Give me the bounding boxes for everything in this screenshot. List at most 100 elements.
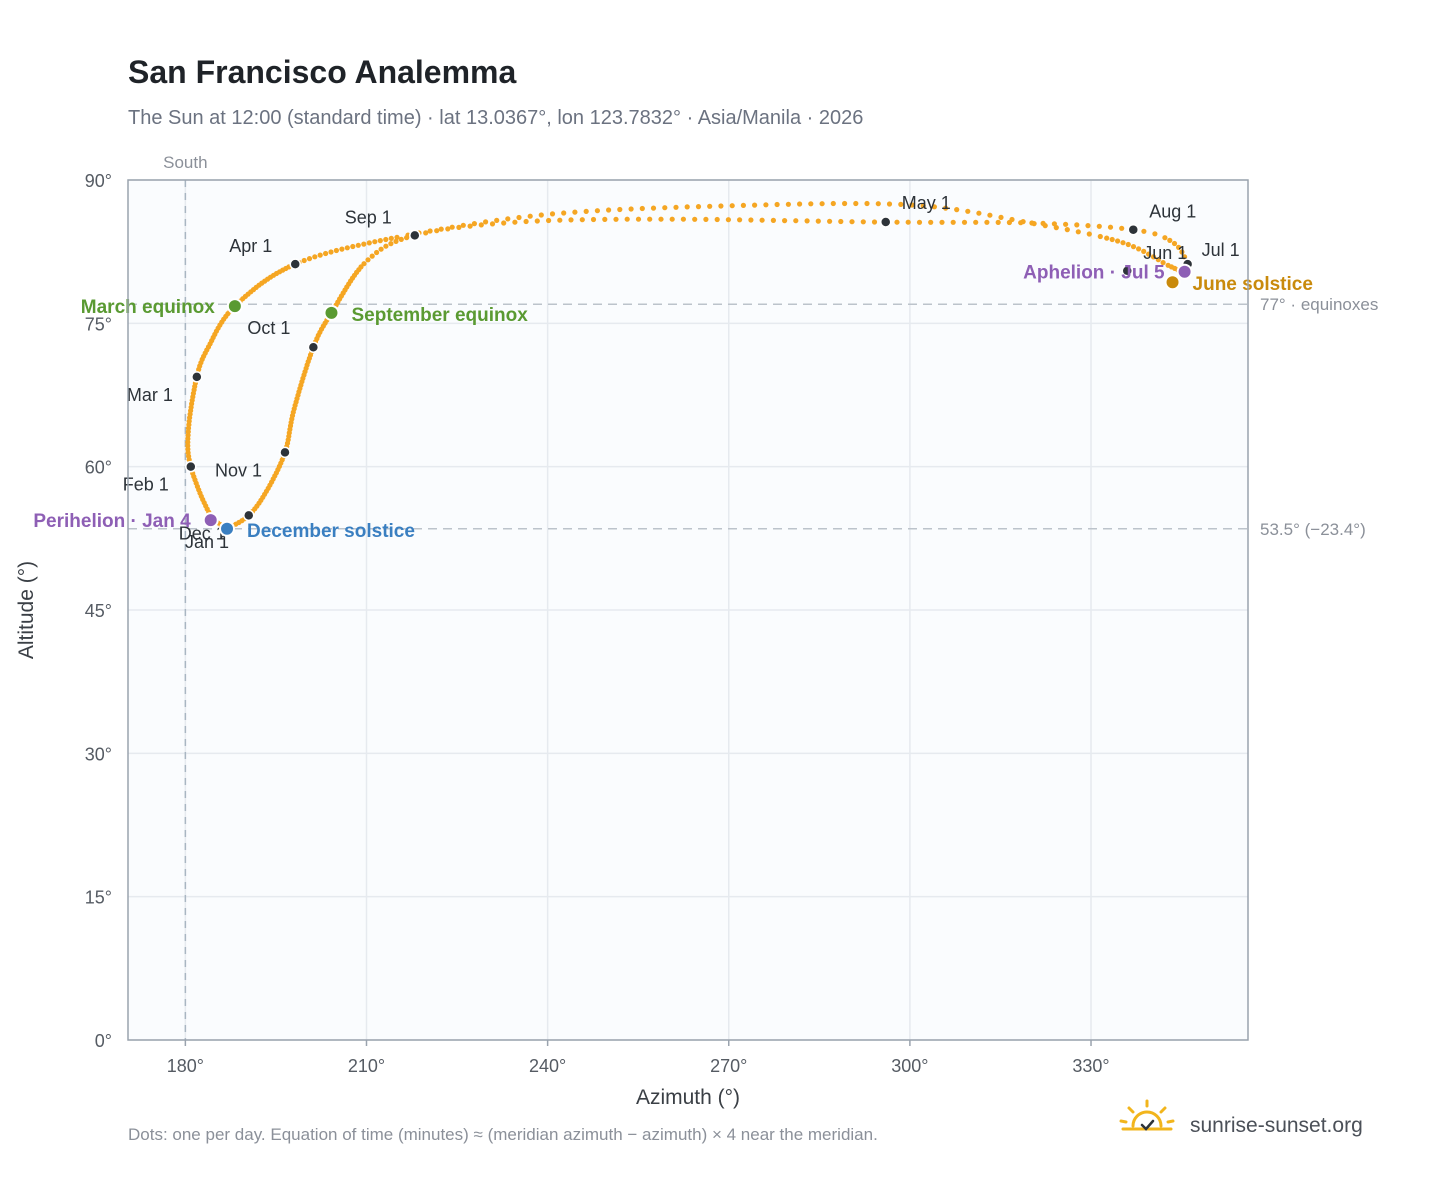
grid-lines	[128, 179, 1248, 1041]
daily-dot	[383, 243, 389, 249]
daily-dot	[1160, 260, 1166, 266]
daily-dot	[471, 221, 477, 227]
daily-dot	[695, 204, 702, 210]
daily-dot	[662, 205, 668, 211]
month-markers: Jan 1 Feb 1 Mar 1 Apr 1 May 1 Jun 1 Jul 1 Aug 1…	[123, 193, 1240, 552]
y-tick-label: 60°	[85, 458, 112, 478]
event-label: March equinox	[81, 297, 216, 318]
daily-dot	[1040, 220, 1046, 226]
daily-dot	[398, 236, 404, 242]
x-tick-label: 330°	[1072, 1056, 1109, 1076]
y-tick-label: 0°	[95, 1031, 112, 1051]
daily-dot	[557, 217, 563, 223]
daily-dot	[516, 214, 522, 221]
month-label: Feb 1	[123, 475, 169, 495]
event-marker	[226, 298, 243, 315]
month-marker	[279, 446, 291, 459]
month-marker	[1127, 223, 1140, 236]
daily-dot	[602, 216, 608, 222]
daily-dot	[393, 238, 399, 244]
daily-dot	[1051, 221, 1057, 227]
daily-dot	[1006, 219, 1013, 226]
daily-dot	[725, 217, 732, 223]
daily-dot	[606, 207, 612, 213]
daily-dot	[1109, 236, 1115, 243]
y-tick-label: 90°	[85, 171, 112, 191]
daily-dot	[1146, 251, 1152, 257]
daily-dot	[849, 219, 855, 225]
daily-dot	[1064, 227, 1070, 233]
daily-dot	[523, 218, 529, 225]
daily-dot	[965, 208, 971, 214]
daily-dot	[939, 219, 945, 225]
daily-dot	[561, 210, 567, 216]
daily-dot	[1179, 249, 1185, 255]
daily-dot	[483, 219, 489, 225]
month-label: Dec 1	[179, 523, 226, 543]
daily-dot	[617, 206, 623, 213]
daily-dot	[1125, 241, 1131, 248]
daily-dot	[909, 202, 915, 208]
daily-dot	[1074, 222, 1080, 228]
daily-dot	[782, 218, 788, 224]
daily-dot	[579, 217, 585, 223]
daily-dot	[350, 243, 356, 250]
daily-dot	[928, 219, 934, 225]
daily-dot	[639, 205, 645, 212]
daily-dot	[1141, 228, 1147, 234]
daily-dot	[312, 254, 318, 260]
daily-dot	[355, 242, 361, 248]
daily-dot	[797, 201, 803, 207]
daily-dot	[512, 219, 518, 225]
daily-dot	[759, 217, 765, 223]
daily-dot	[501, 220, 507, 226]
event-marker	[323, 304, 340, 321]
x-axis-title: Azimuth (°)	[636, 1086, 740, 1109]
month-marker	[879, 216, 892, 228]
daily-dot	[427, 228, 433, 234]
daily-dot	[1152, 231, 1158, 237]
footnote: Dots: one per day. Equation of time (min…	[128, 1125, 878, 1144]
month-label: May 1	[902, 193, 951, 213]
daily-dot	[456, 224, 462, 230]
daily-dot	[478, 222, 484, 228]
y-tick-label: 15°	[85, 888, 112, 908]
daily-dot	[365, 257, 371, 263]
daily-dot	[819, 201, 825, 207]
reference-label: 77° · equinoxes	[1260, 295, 1378, 314]
daily-dot	[590, 216, 597, 223]
daily-dot	[372, 239, 378, 245]
daily-dot	[527, 213, 533, 219]
daily-dot	[703, 216, 709, 222]
plot-frame	[127, 179, 1249, 1041]
daily-dot	[943, 205, 949, 211]
daily-dot	[1119, 225, 1125, 231]
daily-dot	[987, 212, 993, 218]
daily-dot	[692, 216, 698, 222]
daily-dot	[718, 203, 724, 209]
reference-label: 53.5° (−23.4°)	[1260, 520, 1366, 539]
event-marker	[219, 520, 236, 537]
daily-dot	[1096, 223, 1102, 229]
chart-subtitle: The Sun at 12:00 (standard time) · lat 1…	[128, 107, 863, 129]
daily-dot	[1018, 220, 1024, 226]
daily-dot	[976, 210, 982, 216]
event-label: December solstice	[247, 521, 415, 542]
daily-dot	[388, 235, 394, 241]
daily-dot	[1086, 231, 1092, 237]
chart-title: San Francisco Analemma	[128, 54, 517, 90]
daily-dot	[505, 216, 511, 222]
daily-dot	[1085, 223, 1091, 229]
month-label: Nov 1	[215, 460, 262, 480]
daily-dot	[423, 230, 429, 236]
daily-dot	[1075, 229, 1081, 235]
daily-dot	[628, 206, 634, 212]
event-marker	[1176, 263, 1193, 280]
daily-dot	[635, 216, 642, 222]
daily-dot	[995, 219, 1001, 225]
daily-dot	[808, 201, 814, 207]
daily-dot	[752, 202, 758, 208]
daily-dot	[998, 214, 1004, 220]
daily-dot	[886, 201, 893, 207]
daily-dot	[1162, 235, 1168, 241]
